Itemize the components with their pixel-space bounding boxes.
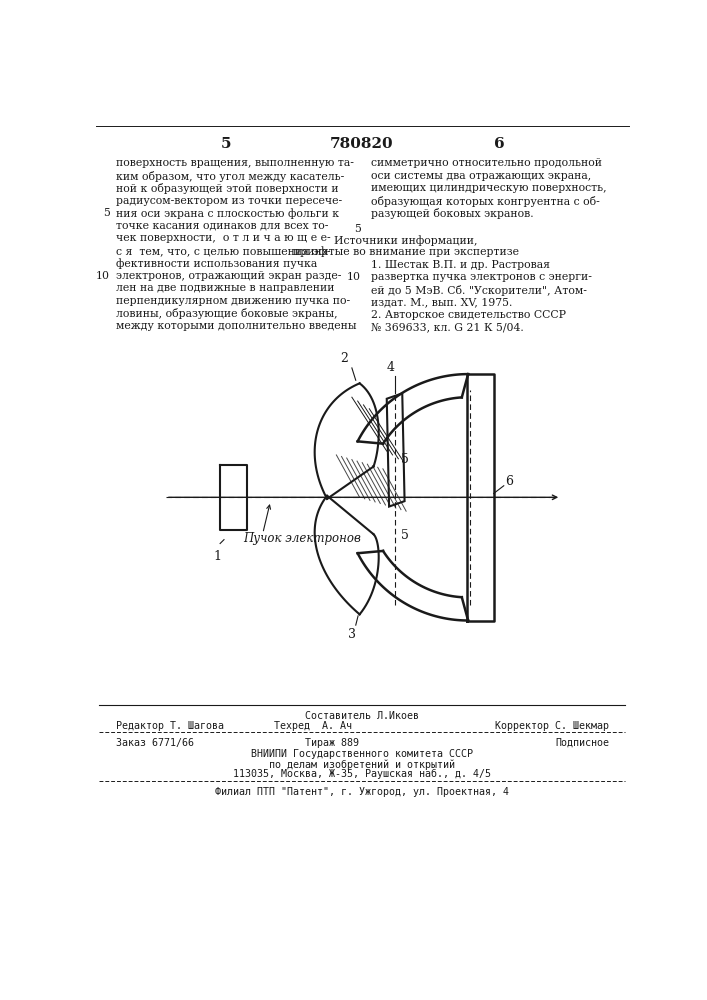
Text: с я  тем, что, с целью повышения эф-: с я тем, что, с целью повышения эф- [115, 246, 330, 257]
Text: ной к образующей этой поверхности и: ной к образующей этой поверхности и [115, 183, 338, 194]
Text: Филиал ПТП "Патент", г. Ужгород, ул. Проектная, 4: Филиал ПТП "Патент", г. Ужгород, ул. Про… [215, 787, 509, 797]
Text: 3: 3 [348, 628, 356, 641]
Text: 5: 5 [103, 208, 110, 218]
Text: образующая которых конгруентна с об-: образующая которых конгруентна с об- [371, 196, 600, 207]
Text: Составитель Л.Икоев: Составитель Л.Икоев [305, 711, 419, 721]
Text: 1. Шестак В.П. и др. Растровая: 1. Шестак В.П. и др. Растровая [371, 260, 550, 270]
Text: издат. М., вып. XV, 1975.: издат. М., вып. XV, 1975. [371, 297, 513, 307]
Text: 1: 1 [214, 550, 222, 563]
Text: радиусом-вектором из точки пересече-: радиусом-вектором из точки пересече- [115, 196, 341, 206]
Text: 4: 4 [387, 361, 395, 374]
Text: развертка пучка электронов с энерги-: развертка пучка электронов с энерги- [371, 272, 592, 282]
Text: принятые во внимание при экспертизе: принятые во внимание при экспертизе [293, 247, 519, 257]
Text: 6: 6 [493, 137, 504, 151]
Text: 113035, Москва, Ж-35, Раушская наб., д. 4/5: 113035, Москва, Ж-35, Раушская наб., д. … [233, 769, 491, 779]
Text: 5: 5 [401, 529, 409, 542]
Text: ей до 5 МэВ. Сб. "Ускорители", Атом-: ей до 5 МэВ. Сб. "Ускорители", Атом- [371, 285, 587, 296]
Text: Корректор С. Шекмар: Корректор С. Шекмар [495, 721, 609, 731]
Text: ния оси экрана с плоскостью фольги к: ния оси экрана с плоскостью фольги к [115, 208, 339, 219]
Text: Источники информации,: Источники информации, [334, 235, 478, 246]
Text: симметрично относительно продольной: симметрично относительно продольной [371, 158, 602, 168]
Text: Заказ 6771/66: Заказ 6771/66 [115, 738, 194, 748]
Text: 10: 10 [96, 271, 110, 281]
Text: чек поверхности,  о т л и ч а ю щ е е-: чек поверхности, о т л и ч а ю щ е е- [115, 233, 330, 243]
Text: перпендикулярном движению пучка по-: перпендикулярном движению пучка по- [115, 296, 350, 306]
Text: оси системы два отражающих экрана,: оси системы два отражающих экрана, [371, 171, 592, 181]
Text: 2: 2 [340, 352, 348, 365]
Text: № 369633, кл. G 21 К 5/04.: № 369633, кл. G 21 К 5/04. [371, 322, 524, 332]
Text: между которыми дополнительно введены: между которыми дополнительно введены [115, 321, 356, 331]
Text: ВНИИПИ Государственного комитета СССР: ВНИИПИ Государственного комитета СССР [251, 749, 473, 759]
Text: 780820: 780820 [330, 137, 394, 151]
Text: лен на две подвижные в направлении: лен на две подвижные в направлении [115, 283, 334, 293]
Text: Пучок электронов: Пучок электронов [243, 532, 361, 545]
Text: Техред  А. Ач: Техред А. Ач [274, 721, 352, 731]
Text: 10: 10 [347, 272, 361, 282]
Text: 6: 6 [506, 475, 513, 488]
Text: Редактор Т. Шагова: Редактор Т. Шагова [115, 721, 223, 731]
Text: Подписное: Подписное [555, 738, 609, 748]
Text: фективности использования пучка: фективности использования пучка [115, 258, 317, 269]
Text: поверхность вращения, выполненную та-: поверхность вращения, выполненную та- [115, 158, 354, 168]
Text: 5: 5 [401, 453, 409, 466]
Text: по делам изобретений и открытий: по делам изобретений и открытий [269, 759, 455, 770]
Text: разующей боковых экранов.: разующей боковых экранов. [371, 208, 534, 219]
Text: Тираж 889: Тираж 889 [305, 738, 359, 748]
Text: 5: 5 [221, 137, 230, 151]
Text: 5: 5 [354, 224, 361, 234]
Text: точке касания одинаков для всех то-: точке касания одинаков для всех то- [115, 221, 328, 231]
Text: ким образом, что угол между касатель-: ким образом, что угол между касатель- [115, 171, 344, 182]
Text: электронов, отражающий экран разде-: электронов, отражающий экран разде- [115, 271, 341, 281]
Text: 2. Авторское свидетельство СССР: 2. Авторское свидетельство СССР [371, 310, 566, 320]
Text: ловины, образующие боковые экраны,: ловины, образующие боковые экраны, [115, 308, 337, 319]
Text: имеющих цилиндрическую поверхность,: имеющих цилиндрическую поверхность, [371, 183, 607, 193]
